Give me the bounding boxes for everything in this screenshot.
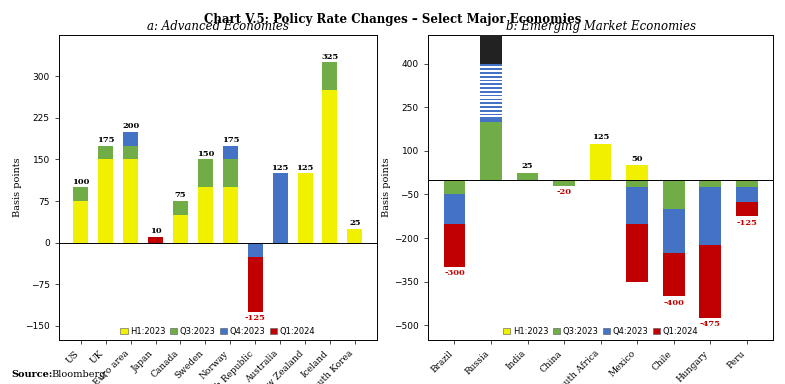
Bar xyxy=(626,166,648,180)
Bar xyxy=(663,209,685,253)
Bar xyxy=(480,64,502,122)
Bar xyxy=(480,89,502,91)
Text: 175: 175 xyxy=(97,136,115,144)
Y-axis label: Basis points: Basis points xyxy=(13,157,22,217)
Bar xyxy=(223,159,238,187)
Bar xyxy=(480,93,502,95)
Bar xyxy=(480,78,502,79)
Text: Source:: Source: xyxy=(12,371,53,379)
Bar xyxy=(517,173,539,180)
Bar xyxy=(736,180,758,187)
Bar xyxy=(123,159,138,243)
Bar xyxy=(480,104,502,106)
Bar xyxy=(480,66,502,68)
Text: 25: 25 xyxy=(522,162,533,170)
Text: Bloomberg.: Bloomberg. xyxy=(51,371,108,379)
Bar xyxy=(444,194,466,223)
Bar xyxy=(123,146,138,159)
Bar xyxy=(198,187,213,243)
Text: 325: 325 xyxy=(321,53,338,61)
Bar xyxy=(173,215,188,243)
Text: 75: 75 xyxy=(174,191,186,199)
Bar xyxy=(298,173,312,243)
Bar xyxy=(198,159,213,187)
Bar xyxy=(323,62,338,90)
Text: 200: 200 xyxy=(122,122,139,130)
Bar xyxy=(480,81,502,83)
Bar xyxy=(626,223,648,282)
Text: 150: 150 xyxy=(197,150,214,158)
Text: -475: -475 xyxy=(699,320,721,328)
Title: a: Advanced Economies: a: Advanced Economies xyxy=(147,20,289,33)
Bar xyxy=(699,245,721,318)
Bar xyxy=(98,146,113,159)
Bar xyxy=(73,187,88,201)
Bar xyxy=(248,243,263,257)
Text: 50: 50 xyxy=(631,155,643,163)
Text: Chart V.5: Policy Rate Changes – Select Major Economies: Chart V.5: Policy Rate Changes – Select … xyxy=(204,13,581,26)
Bar xyxy=(223,146,238,159)
Bar xyxy=(480,96,502,99)
Bar xyxy=(444,180,466,194)
Bar xyxy=(699,180,721,187)
Bar xyxy=(98,159,113,243)
Y-axis label: Basis points: Basis points xyxy=(382,157,391,217)
Bar xyxy=(272,173,287,243)
Bar xyxy=(736,187,758,202)
Bar xyxy=(736,202,758,216)
Text: 125: 125 xyxy=(272,164,289,172)
Bar xyxy=(173,201,188,215)
Bar xyxy=(248,257,263,312)
Bar xyxy=(553,180,575,186)
Bar xyxy=(480,115,502,118)
Bar xyxy=(480,122,502,180)
Bar xyxy=(480,108,502,110)
Bar xyxy=(123,132,138,146)
Bar xyxy=(663,253,685,296)
Text: 25: 25 xyxy=(349,219,360,227)
Bar xyxy=(663,180,685,209)
Text: 125: 125 xyxy=(592,133,609,141)
Bar xyxy=(73,201,88,243)
Bar xyxy=(480,100,502,102)
Bar xyxy=(148,237,163,243)
Legend: H1:2023, Q3:2023, Q4:2023, Q1:2024: H1:2023, Q3:2023, Q4:2023, Q1:2024 xyxy=(503,327,698,336)
Bar xyxy=(590,144,612,180)
Text: -400: -400 xyxy=(663,298,684,306)
Bar xyxy=(348,229,363,243)
Bar xyxy=(699,187,721,245)
Text: -300: -300 xyxy=(444,270,465,278)
Bar xyxy=(480,0,502,64)
Title: b: Emerging Market Economies: b: Emerging Market Economies xyxy=(506,20,696,33)
Bar xyxy=(626,187,648,223)
Text: -125: -125 xyxy=(245,314,265,322)
Text: 125: 125 xyxy=(297,164,314,172)
Bar xyxy=(626,180,648,187)
Bar xyxy=(480,85,502,87)
Legend: H1:2023, Q3:2023, Q4:2023, Q1:2024: H1:2023, Q3:2023, Q4:2023, Q1:2024 xyxy=(120,327,316,336)
Text: 100: 100 xyxy=(72,177,89,185)
Text: -20: -20 xyxy=(557,188,571,196)
Text: -125: -125 xyxy=(736,218,757,227)
Bar xyxy=(480,74,502,76)
Bar xyxy=(223,187,238,243)
Bar xyxy=(480,112,502,114)
Bar xyxy=(323,90,338,243)
Bar xyxy=(480,70,502,72)
Text: 175: 175 xyxy=(221,136,239,144)
Bar xyxy=(444,223,466,267)
Text: 10: 10 xyxy=(150,227,162,235)
